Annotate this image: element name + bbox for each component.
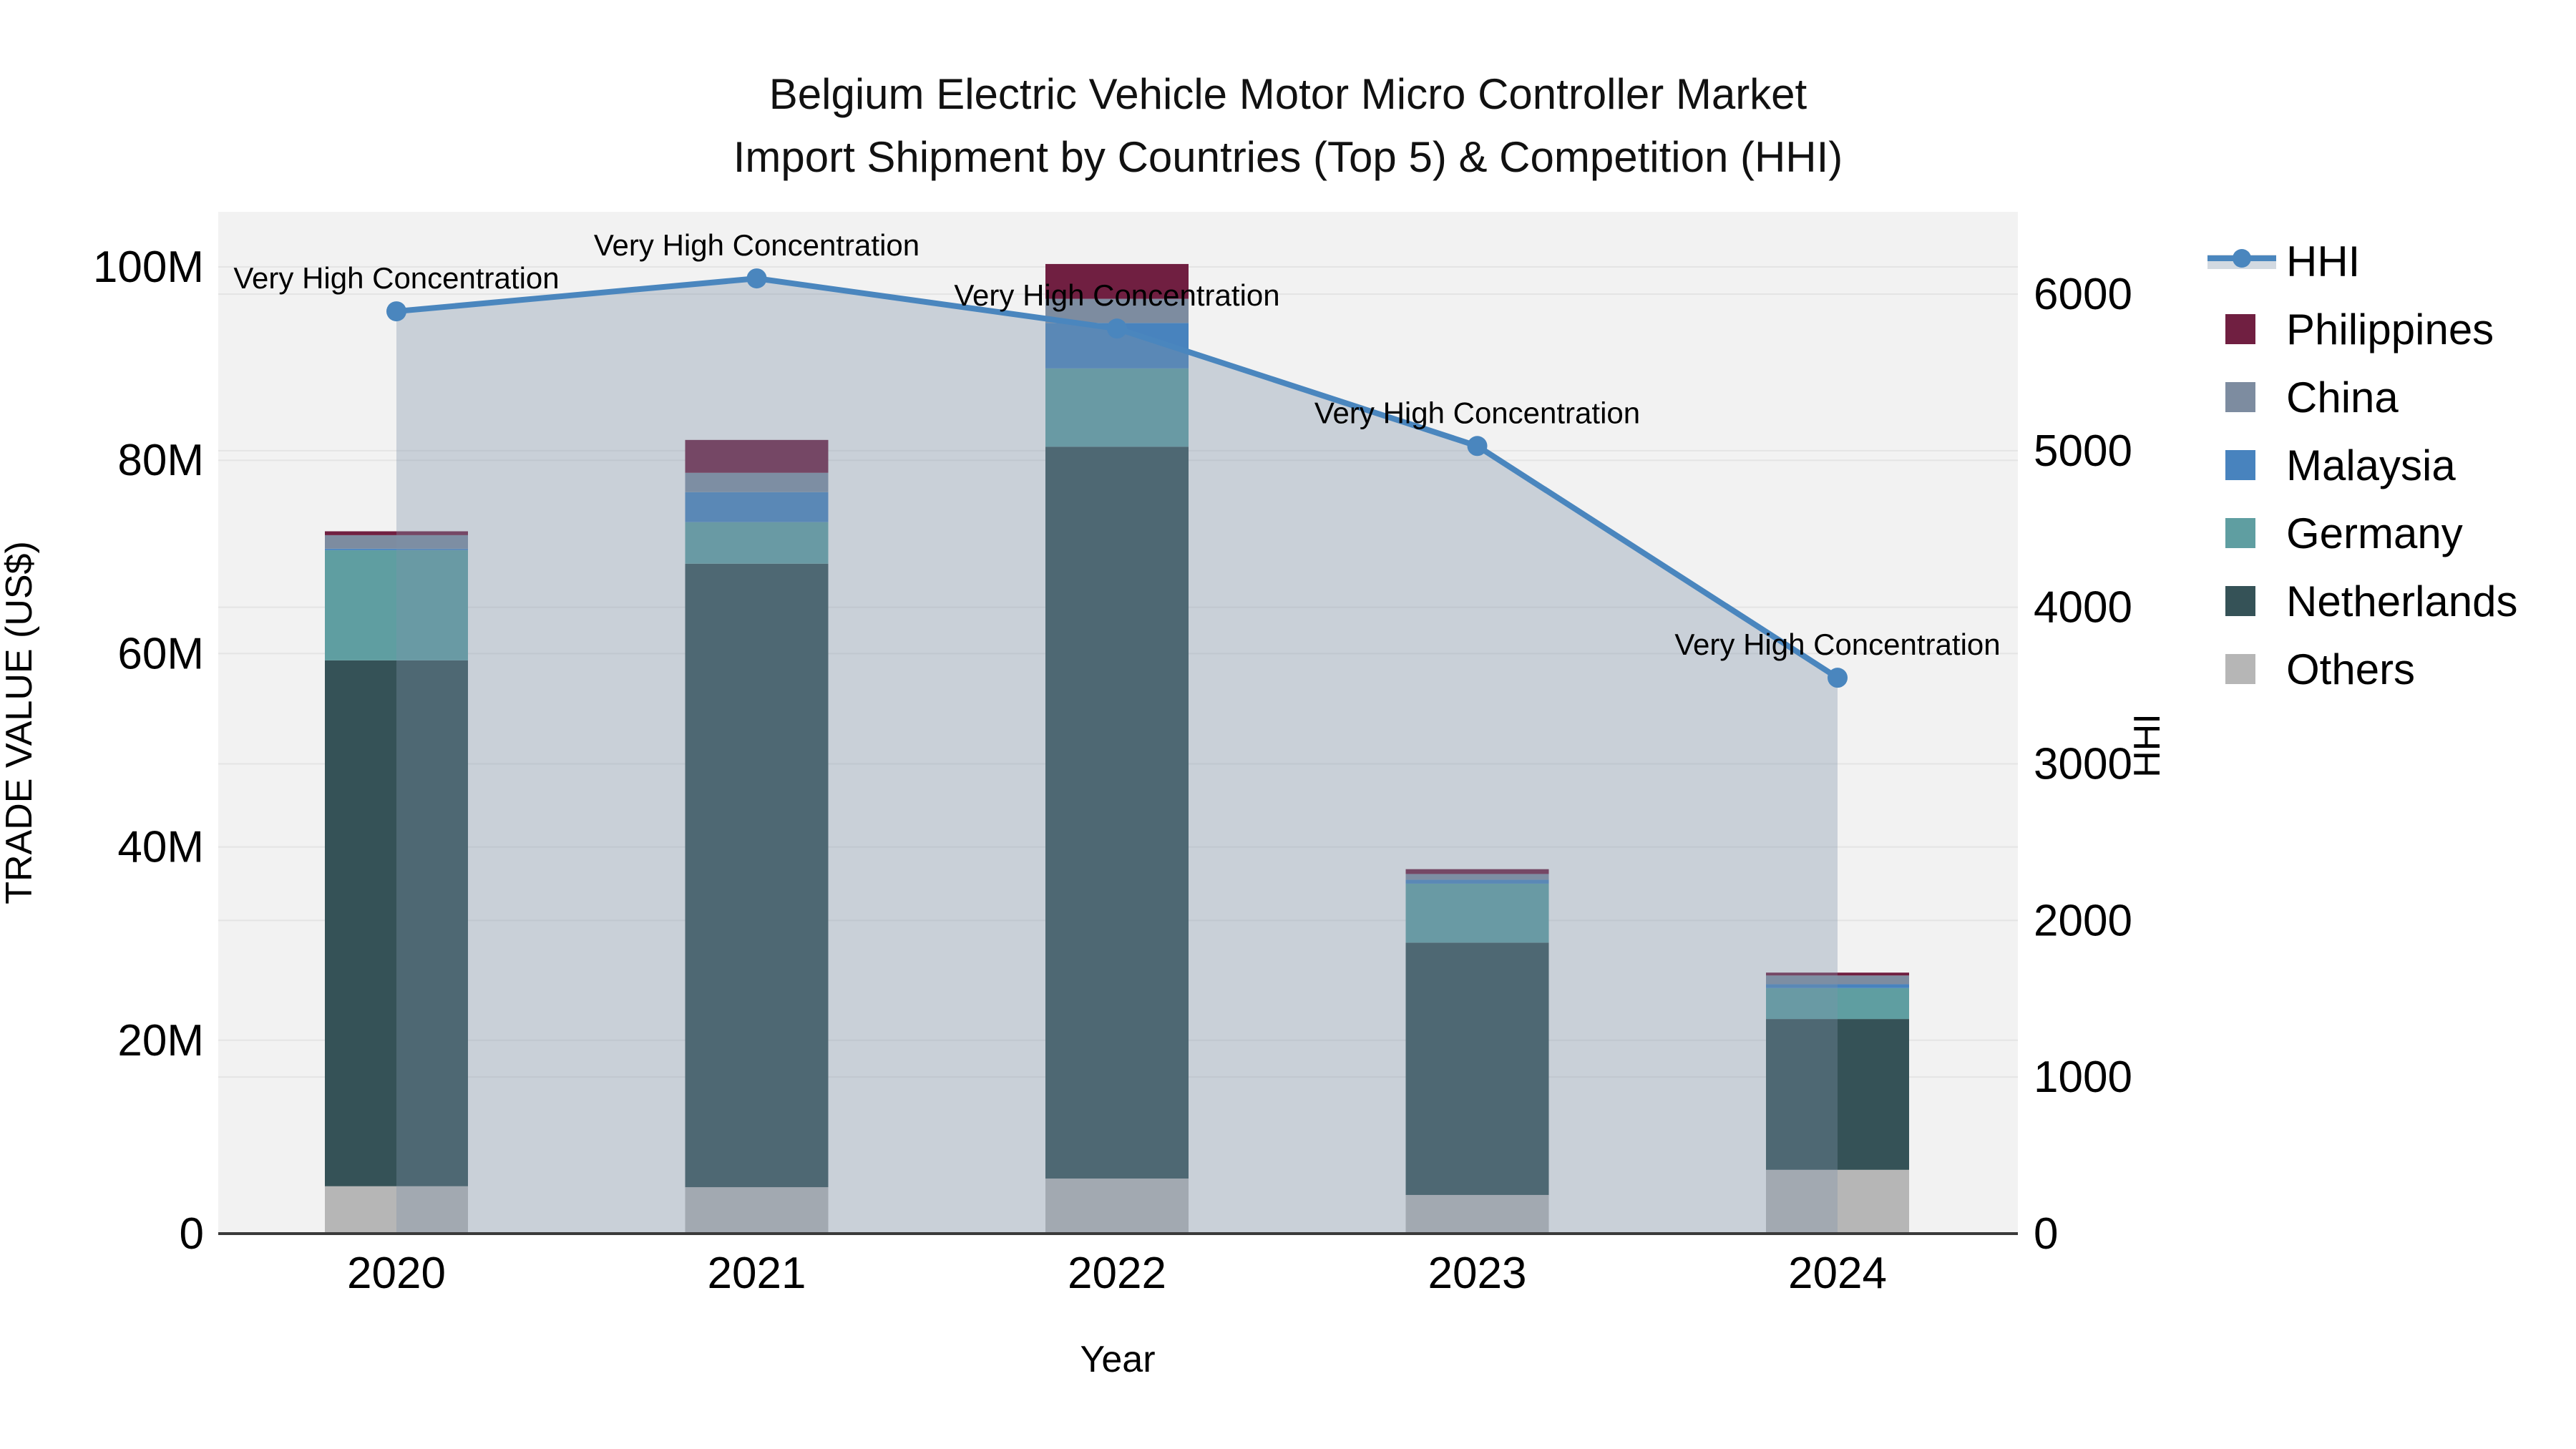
legend-label-hhi: HHI (2286, 238, 2360, 286)
x-tick-2021: 2021 (708, 1249, 806, 1298)
bar-segment-2021-others (685, 1187, 829, 1234)
bar-segment-2021-netherlands (685, 563, 829, 1188)
legend-label-others: Others (2286, 645, 2415, 693)
bar-segment-2020-malaysia (325, 548, 468, 550)
bar-segment-2021-malaysia (685, 492, 829, 522)
y-tick-left-80M: 80M (117, 436, 204, 485)
bar-segment-2024-netherlands (1766, 1019, 1909, 1170)
bar-segment-2022-germany (1045, 368, 1189, 447)
hhi-marker-2022 (1107, 318, 1127, 339)
legend-item-hhi: HHI (2207, 238, 2360, 286)
y-tick-left-60M: 60M (117, 629, 204, 678)
hhi-area-fill (396, 278, 1838, 1234)
legend-item-germany: Germany (2225, 509, 2463, 557)
bar-segment-2024-malaysia (1766, 984, 1909, 988)
chart-title-line2: Import Shipment by Countries (Top 5) & C… (733, 133, 1843, 181)
bar-segment-2024-germany (1766, 987, 1909, 1020)
annotations: Very High Concentration Very High Concent… (233, 228, 2000, 661)
x-tick-2024: 2024 (1788, 1249, 1887, 1298)
bar-segment-2023-malaysia (1405, 879, 1549, 884)
y-tick-right-3000: 3000 (2034, 740, 2132, 789)
legend-swatch-netherlands (2225, 586, 2255, 616)
legend-item-malaysia: Malaysia (2225, 441, 2456, 489)
legend-item-others: Others (2225, 645, 2415, 693)
annotation-2022: Very High Concentration (954, 278, 1279, 312)
annotation-2021: Very High Concentration (594, 228, 919, 262)
legend-swatch-malaysia (2225, 450, 2255, 480)
hhi-legend-marker-icon (2233, 249, 2251, 268)
annotation-2020: Very High Concentration (233, 261, 559, 295)
y-tick-left-0: 0 (180, 1209, 204, 1259)
y-tick-right-5000: 5000 (2034, 426, 2132, 476)
y-tick-left-20M: 20M (117, 1016, 204, 1065)
y-tick-left-100M: 100M (93, 243, 204, 292)
legend-label-germany: Germany (2286, 509, 2463, 557)
hhi-marker-2021 (746, 268, 767, 289)
bar-segment-2022-others (1045, 1178, 1189, 1234)
y-tick-right-2000: 2000 (2034, 896, 2132, 945)
bar-segment-2022-philippines (1045, 263, 1189, 299)
bar-segment-2023-china (1405, 874, 1549, 880)
y-axis-label-left: TRADE VALUE (US$) (0, 541, 40, 904)
hhi-marker-2024 (1828, 668, 1848, 688)
bar-segment-2021-philippines (685, 439, 829, 473)
hhi-area-polygon (396, 278, 1838, 1234)
bar-segment-2023-philippines (1405, 869, 1549, 874)
bar-segment-2023-others (1405, 1194, 1549, 1234)
x-tick-2023: 2023 (1428, 1249, 1527, 1298)
y-tick-right-6000: 6000 (2034, 270, 2132, 319)
x-tick-2020: 2020 (347, 1249, 446, 1298)
bar-segment-2021-germany (685, 522, 829, 564)
bar-segment-2023-germany (1405, 883, 1549, 943)
legend-item-netherlands: Netherlands (2225, 577, 2518, 625)
tick-labels: 0 20M 40M 60M 80M 100M 0 1000 2000 3000 4000 5000 60… (93, 243, 2132, 1298)
chart-title-line1: Belgium Electric Vehicle Motor Micro Con… (769, 70, 1807, 118)
bar-segment-2020-china (325, 535, 468, 549)
bar-segment-2020-philippines (325, 531, 468, 535)
y-tick-right-4000: 4000 (2034, 583, 2132, 633)
annotation-2023: Very High Concentration (1314, 396, 1640, 429)
bar-segment-2024-china (1766, 975, 1909, 985)
bar-segment-2024-others (1766, 1169, 1909, 1234)
hhi-marker-2023 (1467, 436, 1488, 457)
legend-swatch-china (2225, 382, 2255, 412)
annotation-2024: Very High Concentration (1674, 628, 2000, 661)
legend: HHI Philippines China Malaysia Germany Nether… (2207, 238, 2518, 693)
stacked-bars (325, 263, 1909, 1234)
y-axis-label-right: HHI (2127, 713, 2168, 778)
hhi-line (386, 268, 1848, 688)
legend-label-netherlands: Netherlands (2286, 577, 2518, 625)
legend-swatch-philippines (2225, 314, 2255, 344)
legend-item-china: China (2225, 374, 2399, 421)
y-tick-left-40M: 40M (117, 823, 204, 872)
bar-segment-2020-germany (325, 550, 468, 660)
legend-label-china: China (2286, 374, 2399, 421)
bar-segment-2022-netherlands (1045, 447, 1189, 1179)
bar-segment-2021-china (685, 472, 829, 492)
bar-segment-2020-netherlands (325, 660, 468, 1186)
x-tick-2022: 2022 (1068, 1249, 1166, 1298)
bar-segment-2020-others (325, 1186, 468, 1234)
hhi-marker-2020 (386, 301, 406, 322)
legend-item-philippines: Philippines (2225, 306, 2494, 353)
legend-label-malaysia: Malaysia (2286, 441, 2456, 489)
legend-swatch-others (2225, 654, 2255, 684)
bar-segment-2024-philippines (1766, 972, 1909, 976)
legend-swatch-germany (2225, 518, 2255, 548)
y-tick-right-0: 0 (2034, 1209, 2058, 1259)
x-axis-label: Year (1080, 1339, 1155, 1380)
y-tick-right-1000: 1000 (2034, 1053, 2132, 1102)
bar-segment-2023-netherlands (1405, 942, 1549, 1195)
legend-label-philippines: Philippines (2286, 306, 2494, 353)
